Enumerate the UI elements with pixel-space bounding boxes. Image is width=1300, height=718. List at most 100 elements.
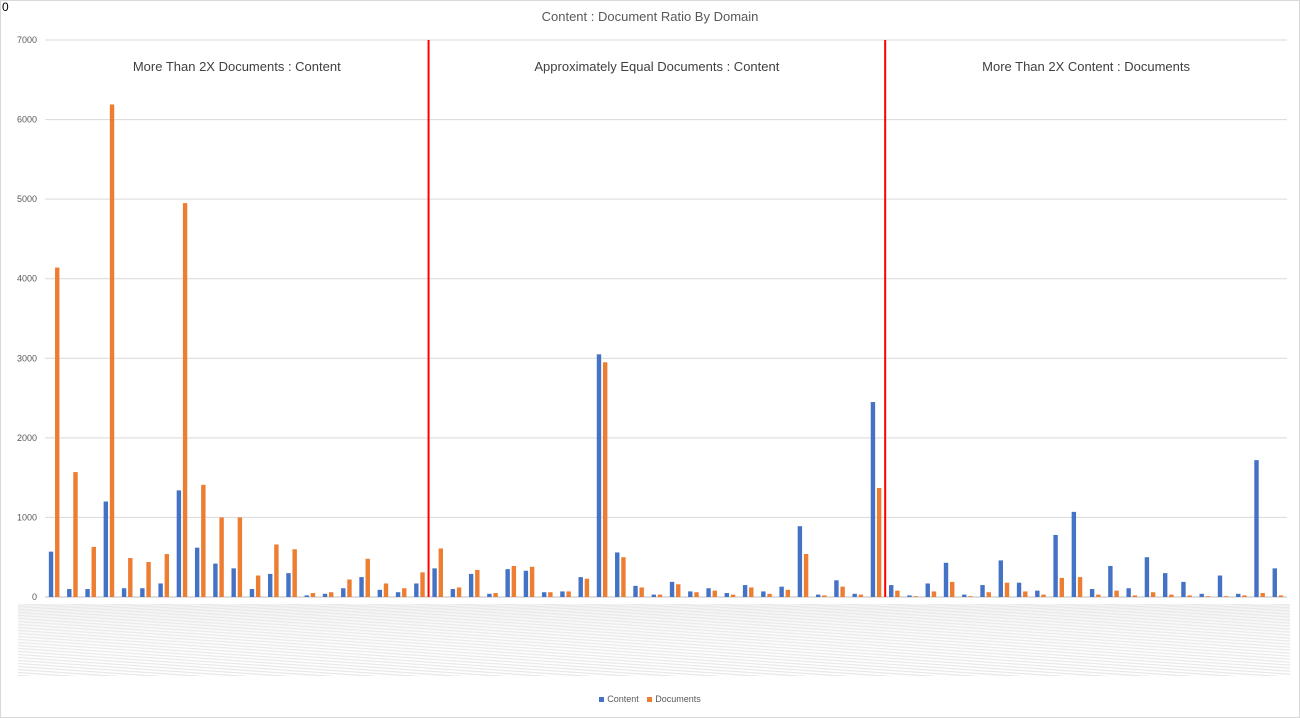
bar-documents-49 <box>950 581 955 597</box>
bar-content-43 <box>834 580 839 597</box>
bar-content-4 <box>121 588 127 597</box>
bar-documents-30 <box>602 362 608 597</box>
bar-content-40 <box>779 586 784 597</box>
legend-label-documents: Documents <box>655 694 701 704</box>
legend-item-documents: Documents <box>647 694 701 704</box>
bar-documents-23 <box>475 569 480 597</box>
bar-content-59 <box>1126 588 1131 597</box>
bar-content-58 <box>1108 565 1113 597</box>
bar-content-16 <box>341 588 346 597</box>
bar-content-7 <box>176 490 182 597</box>
bar-content-6 <box>158 583 163 597</box>
bar-content-67 <box>1272 568 1277 597</box>
bar-content-8 <box>194 547 200 597</box>
bar-documents-28 <box>566 591 571 597</box>
bar-documents-48 <box>931 591 937 597</box>
bar-content-0 <box>48 551 54 597</box>
bar-documents-8 <box>201 484 206 597</box>
bar-content-14 <box>304 595 309 597</box>
bar-content-53 <box>1016 582 1022 597</box>
bar-documents-7 <box>182 203 188 597</box>
bar-content-52 <box>998 560 1003 597</box>
bar-documents-61 <box>1169 594 1174 597</box>
y-tick-label: 1000 <box>17 512 37 522</box>
bar-documents-63 <box>1205 596 1211 597</box>
corner-label: 0 <box>2 0 9 14</box>
bar-content-65 <box>1236 593 1241 597</box>
bar-content-12 <box>268 573 273 597</box>
y-axis-ticks: 0 1000 2000 3000 4000 5000 6000 7000 <box>17 35 37 602</box>
bar-documents-12 <box>274 544 279 597</box>
bar-content-10 <box>231 568 236 597</box>
bar-content-54 <box>1035 590 1040 597</box>
bar-content-60 <box>1144 557 1150 597</box>
bar-documents-34 <box>676 584 681 597</box>
bar-documents-0 <box>55 267 60 597</box>
bar-documents-64 <box>1223 596 1229 597</box>
bar-content-55 <box>1053 534 1058 597</box>
y-tick-label: 2000 <box>17 433 37 443</box>
bar-documents-50 <box>968 596 973 597</box>
bar-content-28 <box>560 591 565 597</box>
bar-content-32 <box>633 585 638 597</box>
bar-documents-27 <box>548 592 553 597</box>
bar-documents-24 <box>493 593 498 597</box>
bar-content-62 <box>1181 581 1186 597</box>
bar-documents-53 <box>1023 591 1028 597</box>
bar-content-36 <box>706 588 711 597</box>
bar-content-35 <box>688 591 693 597</box>
bar-documents-32 <box>639 587 644 597</box>
bar-documents-31 <box>621 557 626 597</box>
bar-documents-67 <box>1278 595 1284 597</box>
bar-documents-44 <box>858 594 864 597</box>
bar-documents-58 <box>1114 590 1119 597</box>
bar-content-20 <box>414 583 419 597</box>
bar-documents-9 <box>219 517 224 597</box>
bar-documents-54 <box>1041 594 1046 597</box>
legend: Content Documents <box>0 694 1300 704</box>
bar-documents-11 <box>255 575 261 597</box>
section-label-3: More Than 2X Content : Documents <box>982 59 1190 74</box>
bar-documents-55 <box>1059 577 1064 597</box>
section-dividers <box>427 40 887 597</box>
bar-documents-65 <box>1242 595 1247 597</box>
bar-documents-37 <box>730 594 736 597</box>
bar-documents-41 <box>803 554 809 597</box>
bar-documents-45 <box>876 487 882 597</box>
bar-documents-38 <box>749 587 754 597</box>
bar-content-2 <box>85 589 90 597</box>
bar-documents-15 <box>329 592 334 597</box>
bar-content-38 <box>742 585 748 597</box>
bar-documents-56 <box>1077 577 1083 597</box>
bar-content-63 <box>1199 593 1204 597</box>
bar-content-9 <box>213 563 218 597</box>
bar-documents-16 <box>347 579 352 597</box>
bars <box>48 104 1284 598</box>
bar-content-1 <box>67 589 72 597</box>
bar-documents-62 <box>1187 595 1192 597</box>
y-tick-label: 6000 <box>17 115 37 125</box>
bar-documents-52 <box>1004 582 1010 597</box>
bar-documents-22 <box>456 587 462 597</box>
bar-documents-4 <box>128 558 133 597</box>
gridlines <box>45 39 1287 598</box>
bar-content-11 <box>249 589 255 597</box>
bar-content-29 <box>578 577 583 597</box>
bar-documents-20 <box>420 572 425 597</box>
bar-documents-19 <box>402 588 407 597</box>
bar-documents-5 <box>146 561 151 597</box>
bar-documents-40 <box>785 589 791 597</box>
bar-documents-18 <box>383 583 389 597</box>
bar-documents-3 <box>109 104 115 598</box>
bar-content-24 <box>487 593 492 597</box>
bar-documents-6 <box>164 554 170 597</box>
legend-swatch-documents <box>647 697 653 703</box>
legend-label-content: Content <box>607 694 639 704</box>
bar-documents-43 <box>840 586 845 597</box>
y-tick-label: 5000 <box>17 194 37 204</box>
bar-documents-10 <box>237 517 243 597</box>
bar-content-17 <box>359 577 364 597</box>
bar-content-26 <box>523 570 529 597</box>
legend-item-content: Content <box>599 694 639 704</box>
